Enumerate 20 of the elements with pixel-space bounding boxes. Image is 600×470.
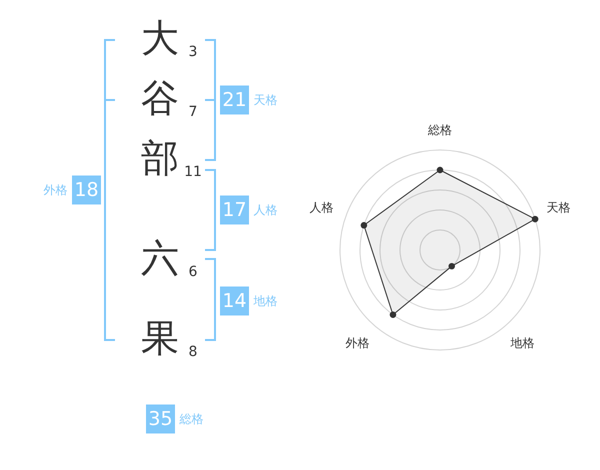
text: 外格 xyxy=(44,183,68,197)
data-label: 3 xyxy=(188,44,198,60)
data-label: 8 xyxy=(188,344,198,360)
spoke-label: 天格 xyxy=(546,200,571,214)
data-label: 11 xyxy=(184,164,202,180)
category-label: 部 xyxy=(141,136,179,180)
spoke-label: 外格 xyxy=(345,336,370,350)
text: 天格 xyxy=(254,93,278,107)
spoke-label: 地格 xyxy=(510,336,535,350)
category-label: 大 xyxy=(141,16,179,60)
data-label: 7 xyxy=(188,104,198,120)
spoke-label: 総格 xyxy=(427,123,452,137)
data-label: 6 xyxy=(188,264,198,280)
category-label: 谷 xyxy=(141,76,179,120)
category-label: 六 xyxy=(141,236,179,280)
spoke-label: 人格 xyxy=(309,200,334,214)
text: 総格 xyxy=(178,412,204,426)
text: 人格 xyxy=(254,203,278,217)
category-label: 果 xyxy=(141,316,179,360)
text: 地格 xyxy=(252,294,278,308)
